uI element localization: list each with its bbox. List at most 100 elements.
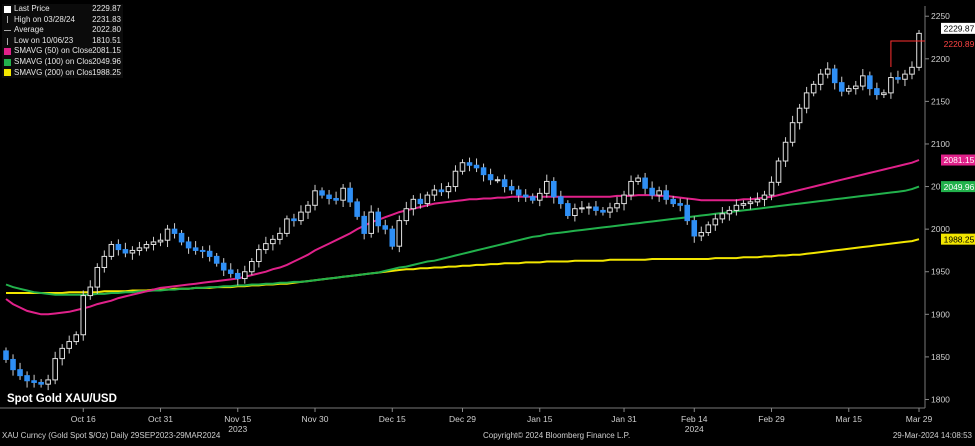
candle-body	[824, 68, 831, 75]
candle-body	[501, 179, 508, 188]
candle-body	[642, 177, 648, 189]
candle-body	[543, 180, 550, 194]
candle-body	[284, 218, 290, 234]
candle-body	[867, 75, 873, 90]
candle-body	[227, 269, 234, 274]
footer-source: XAU Curncy (Gold Spot $/Oz) Daily 29SEP2…	[2, 431, 221, 440]
candle-body	[417, 198, 424, 205]
candle-body	[789, 122, 796, 143]
candle-body	[782, 141, 789, 162]
candle-body	[810, 83, 817, 94]
candle-body	[73, 334, 80, 343]
x-tick-label: Nov 15	[224, 414, 251, 424]
candle-body	[459, 162, 466, 172]
x-tick-label: Mar 15	[836, 414, 863, 424]
candle-body	[31, 380, 37, 383]
legend-label: SMAVG (200) on Close	[14, 67, 93, 77]
legend-item: High on 03/28/24 2231.83	[2, 15, 123, 26]
candle-body	[888, 77, 894, 94]
candle-body	[326, 194, 332, 199]
sma50-line	[5, 159, 920, 316]
candle-body	[80, 295, 87, 336]
candle-body	[698, 232, 705, 237]
candle-body	[705, 224, 712, 234]
candle-body	[171, 228, 178, 234]
candle-body	[403, 208, 410, 222]
value-tag-label: 1988.25	[944, 234, 975, 244]
candle-body	[347, 187, 353, 203]
x-year-label: 2023	[228, 424, 247, 434]
legend-value: 1988.25	[92, 67, 121, 77]
candle-body	[220, 262, 227, 271]
candle-body	[508, 186, 515, 191]
legend-label: Last Price	[14, 4, 50, 13]
candle-body	[192, 247, 199, 251]
candle-body	[754, 198, 761, 203]
candle-body	[3, 350, 9, 360]
candle-body	[860, 75, 866, 87]
candle-body	[164, 228, 171, 241]
value-tag	[941, 233, 975, 245]
y-tick-label: 1950	[931, 267, 950, 277]
legend-swatch	[4, 58, 11, 66]
value-tag	[941, 154, 975, 166]
legend-swatch	[4, 48, 11, 56]
value-tag-label: 2081.15	[944, 155, 975, 165]
legend-item: SMAVG (200) on Close 1988.25	[2, 68, 123, 79]
legend-swatch	[7, 16, 8, 24]
legend-swatch	[4, 69, 11, 77]
candle-body	[312, 190, 318, 206]
candle-body	[916, 32, 922, 68]
candle-body	[136, 247, 143, 251]
candle-body	[649, 187, 655, 196]
candle-body	[270, 238, 276, 245]
y-tick-label: 2100	[931, 139, 950, 149]
candle-body	[494, 179, 501, 182]
candle-body	[101, 255, 108, 268]
legend-swatch	[4, 29, 11, 31]
chart-title: Spot Gold XAU/USD	[7, 393, 117, 405]
candle-body	[396, 220, 403, 247]
candle-body	[726, 209, 733, 215]
candle-body	[522, 194, 529, 198]
candle-body	[902, 73, 908, 80]
legend-label: Low on 10/06/23	[14, 35, 74, 45]
legend-value: 2049.96	[92, 56, 121, 66]
candle-body	[487, 174, 494, 181]
candle-body	[10, 358, 16, 371]
legend-item: Last Price 2229.87	[2, 4, 123, 15]
candle-body	[831, 68, 838, 84]
candle-body	[438, 189, 445, 193]
x-tick-label: Oct 31	[148, 414, 173, 424]
candle-body	[733, 204, 740, 211]
candle-body	[684, 204, 691, 222]
x-tick-label: Jan 31	[611, 414, 637, 424]
legend-label: High on 03/28/24	[14, 14, 75, 24]
candle-body	[691, 220, 698, 237]
candle-body	[853, 85, 859, 90]
candle-body	[614, 203, 620, 209]
y-tick-label: 2250	[931, 11, 950, 21]
candle-body	[66, 341, 72, 349]
legend-swatch	[4, 5, 11, 13]
x-tick-label: Feb 14	[681, 414, 708, 424]
legend-label: Average	[14, 25, 44, 35]
candle-body	[157, 239, 164, 243]
candle-body	[277, 232, 283, 240]
candle-body	[515, 189, 522, 196]
y-tick-label: 2200	[931, 54, 950, 64]
legend-value: 1810.51	[92, 35, 121, 45]
candle-body	[389, 228, 396, 247]
legend-value: 2022.80	[92, 25, 121, 35]
candle-body	[129, 249, 136, 254]
legend-item: Low on 10/06/23 1810.51	[2, 36, 123, 47]
candle-body	[579, 207, 585, 210]
candle-body	[775, 160, 782, 183]
footer-copyright: Copyright© 2024 Bloomberg Finance L.P.	[483, 431, 631, 440]
candle-body	[199, 249, 206, 252]
candle-body	[213, 255, 220, 264]
value-tag-label: 2220.89	[944, 39, 975, 49]
legend-value: 2231.83	[92, 14, 121, 24]
candle-body	[838, 82, 845, 92]
legend-swatch	[7, 37, 8, 45]
